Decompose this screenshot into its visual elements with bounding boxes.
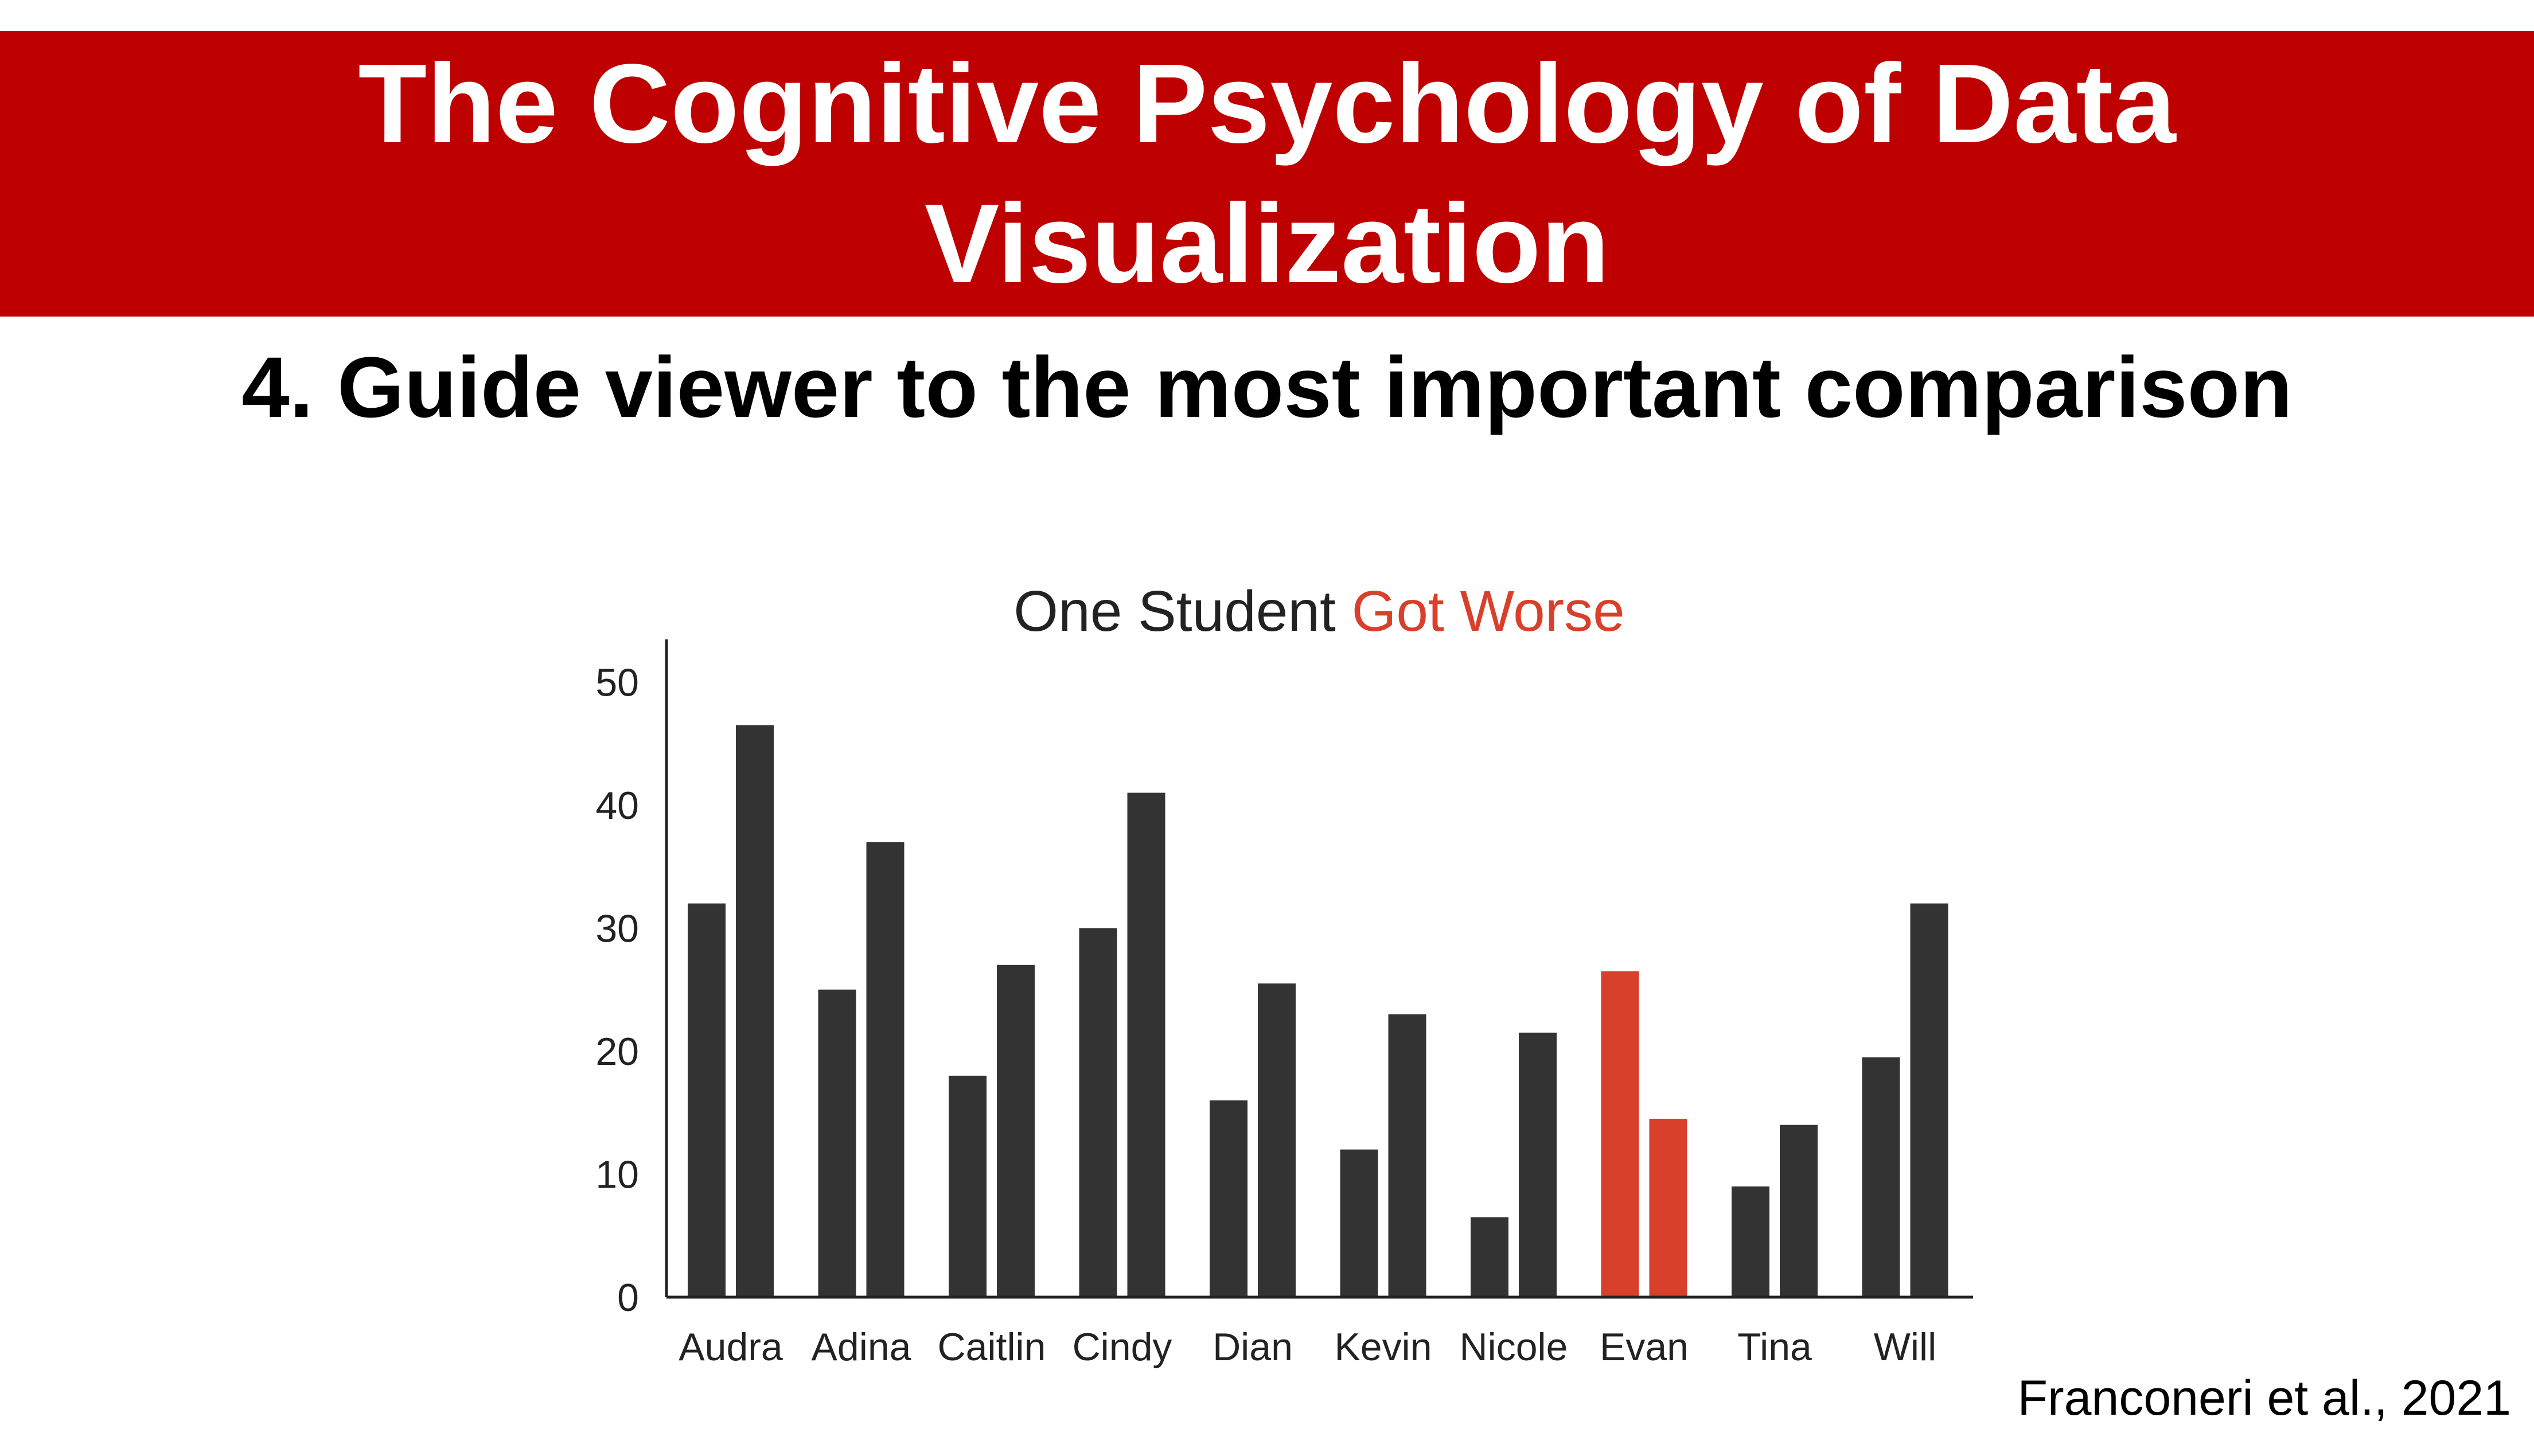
bar-audra-1	[688, 903, 726, 1297]
x-axis-labels: Audra Adina Caitlin Cindy Dian Kevin Nicole Eva…	[679, 1325, 1936, 1369]
bar-tina-1	[1732, 1186, 1769, 1297]
bars	[688, 725, 1948, 1297]
y-tick-label: 20	[595, 1030, 639, 1074]
chart-title: One Student Got Worse	[1013, 579, 1624, 643]
bar-nicole-2	[1519, 1032, 1557, 1297]
bar-dian-1	[1210, 1100, 1247, 1297]
y-tick-label: 0	[617, 1276, 639, 1320]
bar-dian-2	[1258, 983, 1296, 1297]
slide-title: The Cognitive Psychology of Data Visuali…	[358, 41, 2176, 306]
bar-evan-2	[1649, 1118, 1687, 1297]
x-tick-label-adina: Adina	[812, 1325, 911, 1369]
y-tick-label: 30	[595, 907, 639, 950]
x-tick-label-dian: Dian	[1213, 1325, 1293, 1369]
y-tick-label: 50	[595, 661, 639, 704]
bar-cindy-1	[1079, 928, 1117, 1297]
bar-kevin-2	[1388, 1014, 1426, 1297]
x-tick-label-kevin: Kevin	[1334, 1325, 1432, 1369]
bar-caitlin-2	[997, 965, 1035, 1297]
y-tick-label: 10	[595, 1153, 639, 1196]
bar-adina-1	[818, 989, 856, 1297]
title-banner: The Cognitive Psychology of Data Visuali…	[0, 31, 2534, 317]
bar-caitlin-1	[949, 1075, 987, 1297]
y-tick-label: 40	[595, 784, 639, 827]
y-axis-ticks: 0 10 20 30 40 50	[595, 661, 639, 1320]
chart-title-main: One Student	[1013, 579, 1351, 643]
bar-audra-2	[736, 725, 774, 1297]
bar-will-2	[1910, 903, 1948, 1297]
bar-kevin-1	[1340, 1149, 1378, 1297]
x-tick-label-evan: Evan	[1600, 1325, 1689, 1369]
x-tick-label-nicole: Nicole	[1460, 1325, 1568, 1369]
bar-tina-2	[1780, 1125, 1818, 1297]
x-tick-label-cindy: Cindy	[1073, 1325, 1172, 1369]
bar-evan-1	[1601, 971, 1639, 1297]
x-tick-label-audra: Audra	[679, 1325, 783, 1369]
chart-title-highlight: Got Worse	[1352, 579, 1625, 643]
x-tick-label-will: Will	[1874, 1325, 1937, 1369]
x-tick-label-caitlin: Caitlin	[938, 1325, 1046, 1369]
bar-will-1	[1862, 1057, 1900, 1297]
x-tick-label-tina: Tina	[1737, 1325, 1812, 1369]
citation: Franconeri et al., 2021	[2017, 1371, 2511, 1426]
bar-cindy-2	[1127, 793, 1165, 1297]
bar-nicole-1	[1471, 1217, 1508, 1297]
slide-subtitle: 4. Guide viewer to the most important co…	[241, 339, 2293, 435]
bar-adina-2	[866, 842, 905, 1297]
